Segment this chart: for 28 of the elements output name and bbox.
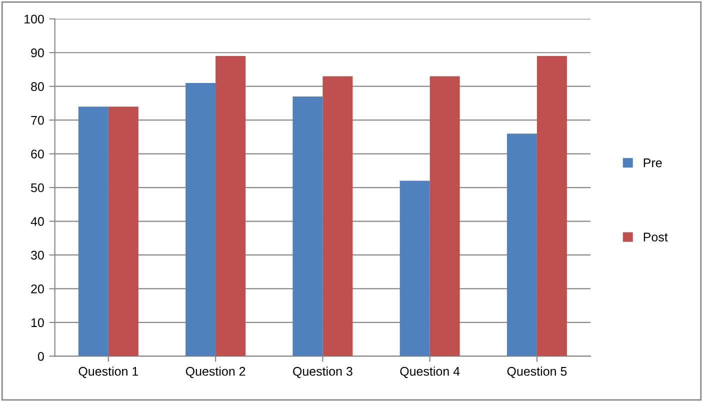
bar <box>78 106 108 356</box>
y-tick-label: 70 <box>31 116 44 125</box>
y-tick-label: 90 <box>31 48 44 58</box>
y-tick-label: 80 <box>31 82 44 91</box>
y-tick-label: 100 <box>24 14 44 24</box>
bar <box>108 106 138 356</box>
y-tick-label: 10 <box>31 318 44 328</box>
x-tick-label: Question 2 <box>186 366 246 378</box>
x-tick-label: Question 3 <box>293 366 352 378</box>
bar <box>536 56 567 356</box>
bar <box>292 96 323 356</box>
y-tick-label: 60 <box>31 150 44 158</box>
y-tick-label: 30 <box>30 250 44 260</box>
x-tick-label: Question 4 <box>400 366 460 378</box>
y-tick-label: 20 <box>31 284 44 294</box>
bar <box>322 76 353 356</box>
x-tick-label: Question 5 <box>507 366 567 378</box>
y-tick-label: 50 <box>31 183 44 192</box>
legend-label: Pre <box>644 158 662 168</box>
bar <box>506 134 537 356</box>
y-tick-label: 0 <box>38 352 44 361</box>
x-tick-label: Question 1 <box>78 366 138 378</box>
legend-label: Post <box>644 232 668 242</box>
bar <box>400 180 430 356</box>
bar <box>186 82 216 356</box>
bar <box>216 56 246 356</box>
y-tick-label: 40 <box>30 217 44 226</box>
bar <box>430 76 460 356</box>
